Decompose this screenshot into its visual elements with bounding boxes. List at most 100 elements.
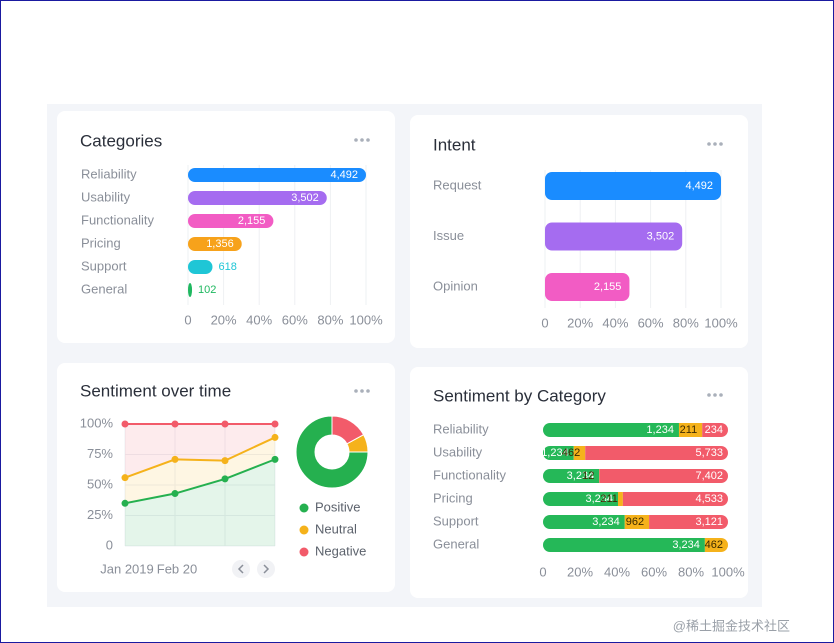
bar: [545, 273, 630, 301]
bar-segment: [543, 423, 679, 437]
bar-segment: [585, 446, 728, 460]
point: [221, 420, 229, 428]
value-label: 3,234: [585, 493, 613, 505]
bar-segment: [543, 492, 618, 506]
legend-swatch: [299, 547, 309, 557]
menu-icon[interactable]: [707, 393, 723, 397]
bar-segment: [573, 446, 586, 460]
bar: [545, 222, 683, 251]
bar-segment: [543, 446, 574, 460]
bar: [188, 283, 193, 297]
bar-segment: [624, 515, 650, 529]
donut-slice: [295, 415, 369, 489]
y-tick-label: 50%: [87, 476, 113, 491]
legend-swatch: [299, 503, 309, 513]
value-label: 618: [218, 261, 236, 273]
value-label: 3,121: [695, 516, 723, 528]
category-label: General: [433, 536, 479, 551]
x-tick-label: 80%: [317, 312, 343, 327]
bar-segment: [543, 469, 600, 483]
value-label: 12: [582, 470, 594, 482]
area: [125, 459, 275, 546]
category-label: Issue: [433, 228, 464, 243]
category-label: Functionality: [433, 467, 506, 482]
x-tick-label: 0: [184, 312, 191, 327]
x-tick-label: 40%: [604, 564, 630, 579]
bar: [188, 191, 327, 205]
bar-segment: [599, 469, 728, 483]
x-tick-label: 40%: [246, 312, 272, 327]
prev-button[interactable]: [232, 560, 250, 578]
x-tick-label: Feb 20: [157, 561, 197, 576]
value-label: 4,492: [330, 169, 358, 181]
next-button[interactable]: [257, 560, 275, 578]
y-tick-label: 100%: [80, 415, 114, 430]
category-label: Support: [81, 258, 127, 273]
menu-icon[interactable]: [354, 389, 370, 393]
chart-title: Sentiment over time: [80, 381, 231, 400]
value-label: 1,234: [541, 447, 569, 459]
bar: [188, 237, 242, 251]
value-label: 2,155: [594, 281, 622, 293]
bar: [188, 260, 213, 274]
bar-segment: [704, 538, 728, 552]
menu-icon[interactable]: [354, 138, 370, 142]
legend-label: Negative: [315, 543, 366, 558]
legend-label: Neutral: [315, 521, 357, 536]
point: [121, 499, 129, 507]
value-label: 1,356: [206, 238, 234, 250]
x-tick-label: 20%: [567, 564, 593, 579]
bar: [545, 172, 721, 200]
point: [271, 433, 279, 441]
category-label: General: [81, 281, 127, 296]
chart-title: Intent: [433, 135, 476, 154]
point: [171, 455, 179, 463]
x-tick-label: 100%: [704, 315, 738, 330]
bar-segment: [678, 423, 703, 437]
value-label: 4,492: [685, 180, 713, 192]
bar-segment: [617, 492, 623, 506]
value-label: 4,533: [695, 493, 723, 505]
category-label: Usability: [81, 189, 131, 204]
menu-icon[interactable]: [707, 142, 723, 146]
donut-slice: [331, 415, 365, 445]
value-label: 3,234: [567, 470, 595, 482]
line: [124, 436, 276, 479]
x-tick-label: 20%: [567, 315, 593, 330]
chart-title: Sentiment by Category: [433, 386, 606, 405]
x-tick-label: 0: [541, 315, 548, 330]
bar: [188, 214, 274, 228]
value-label: 7,402: [695, 470, 723, 482]
value-label: 234: [705, 424, 723, 436]
point: [271, 455, 279, 463]
area: [125, 437, 275, 504]
x-tick-label: 100%: [349, 312, 383, 327]
value-label: 211: [680, 424, 698, 436]
point: [121, 474, 129, 482]
value-label: 1,234: [646, 424, 674, 436]
category-label: Opinion: [433, 278, 478, 293]
point: [271, 420, 279, 428]
value-label: 211: [600, 493, 618, 505]
point: [221, 457, 229, 465]
value-label: 2,155: [238, 215, 266, 227]
value-label: 462: [562, 447, 580, 459]
point: [171, 490, 179, 498]
bar-segment: [622, 492, 728, 506]
x-tick-label: 80%: [673, 315, 699, 330]
bar-segment: [543, 515, 625, 529]
y-tick-label: 0: [106, 537, 113, 552]
category-label: Reliability: [81, 166, 137, 181]
x-tick-label: 40%: [602, 315, 628, 330]
x-tick-label: 60%: [638, 315, 664, 330]
chart-title: Categories: [80, 131, 162, 150]
category-label: Pricing: [81, 235, 121, 250]
x-tick-label: 20%: [211, 312, 237, 327]
category-label: Request: [433, 177, 482, 192]
x-tick-label: 100%: [711, 564, 745, 579]
point: [171, 420, 179, 428]
x-tick-label: 60%: [282, 312, 308, 327]
bar-segment: [649, 515, 728, 529]
value-label: 3,234: [672, 539, 700, 551]
